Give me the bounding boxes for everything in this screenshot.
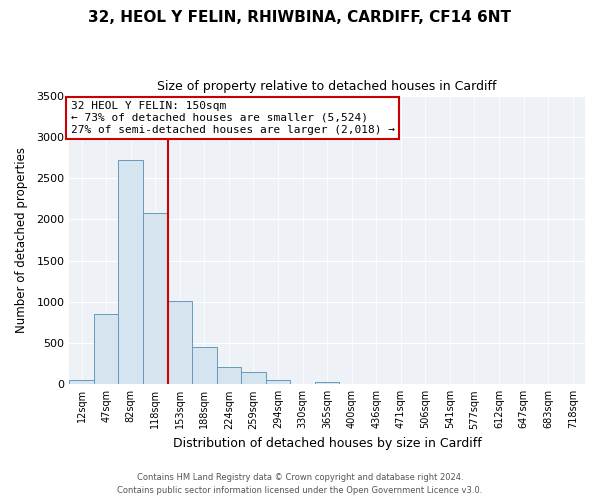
Bar: [167, 301, 192, 384]
Title: Size of property relative to detached houses in Cardiff: Size of property relative to detached ho…: [157, 80, 497, 93]
Bar: [266, 380, 290, 384]
Bar: [94, 314, 118, 384]
Y-axis label: Number of detached properties: Number of detached properties: [15, 147, 28, 333]
Bar: [143, 212, 167, 384]
Text: Contains HM Land Registry data © Crown copyright and database right 2024.
Contai: Contains HM Land Registry data © Crown c…: [118, 474, 482, 495]
Bar: [217, 368, 241, 384]
Bar: [315, 382, 340, 384]
Bar: [70, 380, 94, 384]
X-axis label: Distribution of detached houses by size in Cardiff: Distribution of detached houses by size …: [173, 437, 482, 450]
Text: 32, HEOL Y FELIN, RHIWBINA, CARDIFF, CF14 6NT: 32, HEOL Y FELIN, RHIWBINA, CARDIFF, CF1…: [89, 10, 511, 25]
Bar: [118, 160, 143, 384]
Text: 32 HEOL Y FELIN: 150sqm
← 73% of detached houses are smaller (5,524)
27% of semi: 32 HEOL Y FELIN: 150sqm ← 73% of detache…: [71, 102, 395, 134]
Bar: [241, 372, 266, 384]
Bar: [192, 347, 217, 385]
